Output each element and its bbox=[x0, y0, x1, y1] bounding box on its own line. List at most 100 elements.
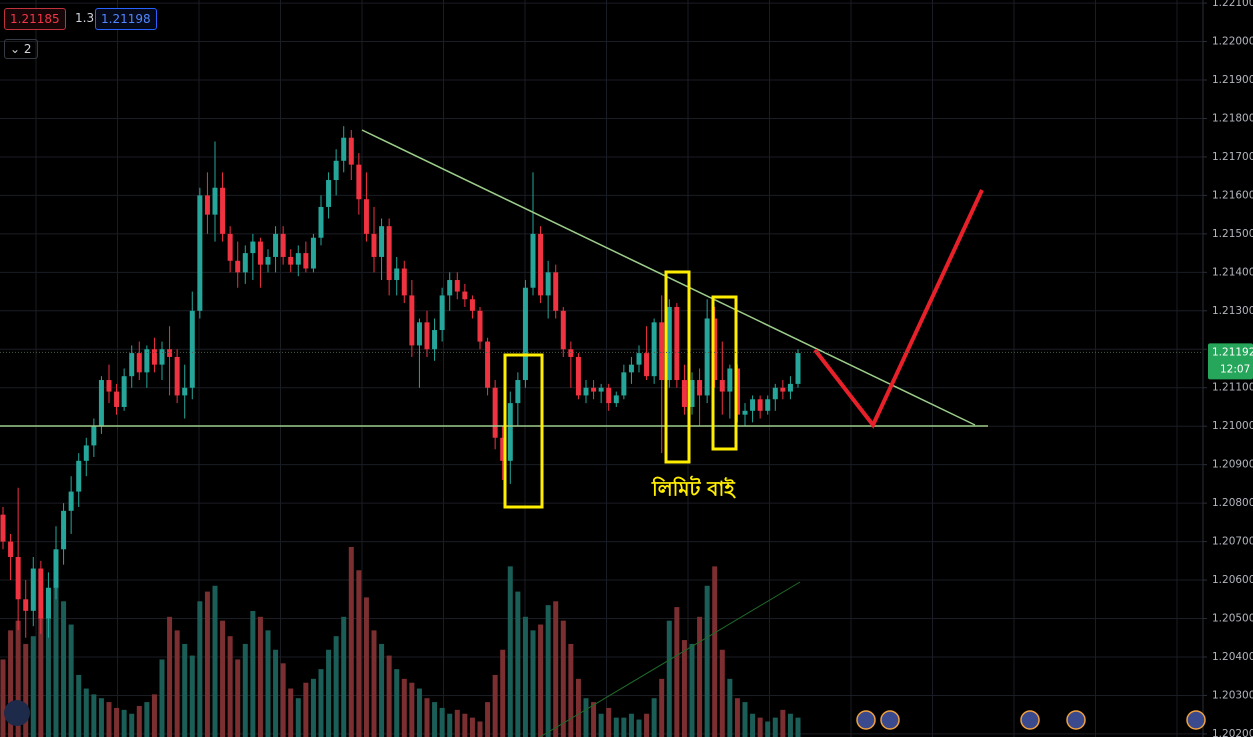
volume-bar bbox=[621, 717, 627, 737]
grid bbox=[0, 0, 1203, 737]
candle-body bbox=[8, 541, 14, 557]
volume-bar bbox=[795, 717, 801, 737]
volume-bar bbox=[379, 643, 385, 737]
candle-body bbox=[401, 268, 407, 296]
volume-bar bbox=[348, 547, 354, 737]
candle-body bbox=[189, 310, 195, 388]
candle-body bbox=[424, 322, 430, 350]
candle-body bbox=[356, 164, 362, 200]
event-flag bbox=[1020, 710, 1040, 730]
volume-bar bbox=[61, 601, 67, 737]
candle-body bbox=[757, 399, 763, 411]
candle-body bbox=[409, 295, 415, 346]
candle-body bbox=[204, 195, 210, 215]
volume-bar bbox=[575, 678, 581, 737]
volume-bar bbox=[666, 620, 672, 737]
candle-body bbox=[182, 387, 188, 396]
candle-body bbox=[742, 410, 748, 415]
candle-body bbox=[568, 349, 574, 357]
volume-bar bbox=[613, 717, 619, 737]
candle-body bbox=[106, 380, 112, 392]
volume-bar bbox=[432, 702, 438, 737]
volume-bar bbox=[636, 719, 642, 737]
candle-body bbox=[454, 280, 460, 292]
candle-body bbox=[628, 364, 634, 373]
volume-bar bbox=[644, 713, 650, 737]
candle-body bbox=[522, 287, 528, 381]
candle-body bbox=[750, 399, 756, 411]
volume-bar bbox=[106, 702, 112, 737]
y-tick-label: 1.21900 bbox=[1212, 74, 1253, 86]
volume-bar bbox=[15, 620, 21, 737]
volume-bar bbox=[447, 713, 453, 737]
volume-bar bbox=[38, 616, 44, 737]
volume-bar bbox=[53, 581, 59, 737]
volume-bar bbox=[780, 709, 786, 737]
volume-bar bbox=[628, 713, 634, 737]
projection-arrow bbox=[813, 189, 984, 429]
volume-bar bbox=[568, 643, 574, 737]
candle-body bbox=[341, 137, 347, 161]
volume-bar bbox=[280, 663, 286, 737]
highlight-box bbox=[711, 295, 738, 451]
volume-bar bbox=[144, 702, 150, 737]
event-flag bbox=[1066, 710, 1086, 730]
candle-body bbox=[220, 187, 226, 234]
y-tick-label: 1.22100 bbox=[1212, 0, 1253, 9]
candle-body bbox=[469, 299, 475, 311]
candle-body bbox=[227, 233, 233, 261]
volume-bar bbox=[583, 698, 589, 737]
volume-bar bbox=[712, 566, 718, 737]
y-tick-label: 1.21000 bbox=[1212, 420, 1253, 432]
candle-body bbox=[121, 376, 127, 407]
event-flag bbox=[880, 710, 900, 730]
candle-body bbox=[500, 437, 506, 461]
indicator-count: 2 bbox=[23, 42, 32, 56]
volume-bar bbox=[515, 591, 521, 737]
candle-body bbox=[659, 322, 665, 381]
candle-body bbox=[45, 587, 51, 619]
green-volume-trendline bbox=[539, 581, 801, 737]
volume-bar bbox=[757, 717, 763, 737]
candle-body bbox=[114, 391, 120, 407]
volume-bar bbox=[401, 678, 407, 737]
candle-body bbox=[613, 395, 619, 404]
volume-bar bbox=[416, 688, 422, 737]
candle-body bbox=[91, 426, 97, 446]
volume-bar bbox=[76, 674, 82, 737]
candle-body bbox=[98, 380, 104, 427]
candle-body bbox=[712, 318, 718, 381]
y-tick-label: 1.20800 bbox=[1212, 497, 1253, 509]
bid-price[interactable]: 1.21185 bbox=[4, 8, 66, 30]
volume-bar bbox=[174, 630, 180, 737]
volume-bar bbox=[167, 616, 173, 737]
candle-body bbox=[363, 199, 369, 234]
volume-bar bbox=[23, 643, 29, 737]
candle-body bbox=[575, 356, 581, 396]
volume-bar bbox=[235, 659, 241, 737]
candle-body bbox=[719, 380, 725, 392]
candle-body bbox=[371, 233, 377, 257]
volume-bar bbox=[394, 669, 400, 737]
spread: 1.3 bbox=[75, 11, 95, 25]
candle-body bbox=[250, 241, 256, 254]
volume-bar bbox=[439, 707, 445, 737]
candle-body bbox=[462, 291, 468, 300]
ask-price[interactable]: 1.21198 bbox=[95, 8, 157, 30]
volume-bar bbox=[121, 709, 127, 737]
candle-body bbox=[76, 460, 82, 492]
candle-body bbox=[257, 241, 263, 265]
candle-body bbox=[689, 380, 695, 407]
volume-bar bbox=[189, 655, 195, 737]
candle-body bbox=[439, 295, 445, 331]
indicator-toggle[interactable]: ⌄ 2 bbox=[4, 39, 38, 59]
candle-body bbox=[583, 387, 589, 396]
volume-bar bbox=[469, 717, 475, 737]
annotation: লিমিট বাই bbox=[651, 476, 736, 501]
highlight-box bbox=[664, 270, 691, 464]
volume-bar bbox=[553, 601, 559, 737]
volume-bar bbox=[477, 721, 483, 737]
volume-bar bbox=[257, 616, 263, 737]
volume-bar bbox=[538, 624, 544, 737]
candle-body bbox=[144, 349, 150, 373]
